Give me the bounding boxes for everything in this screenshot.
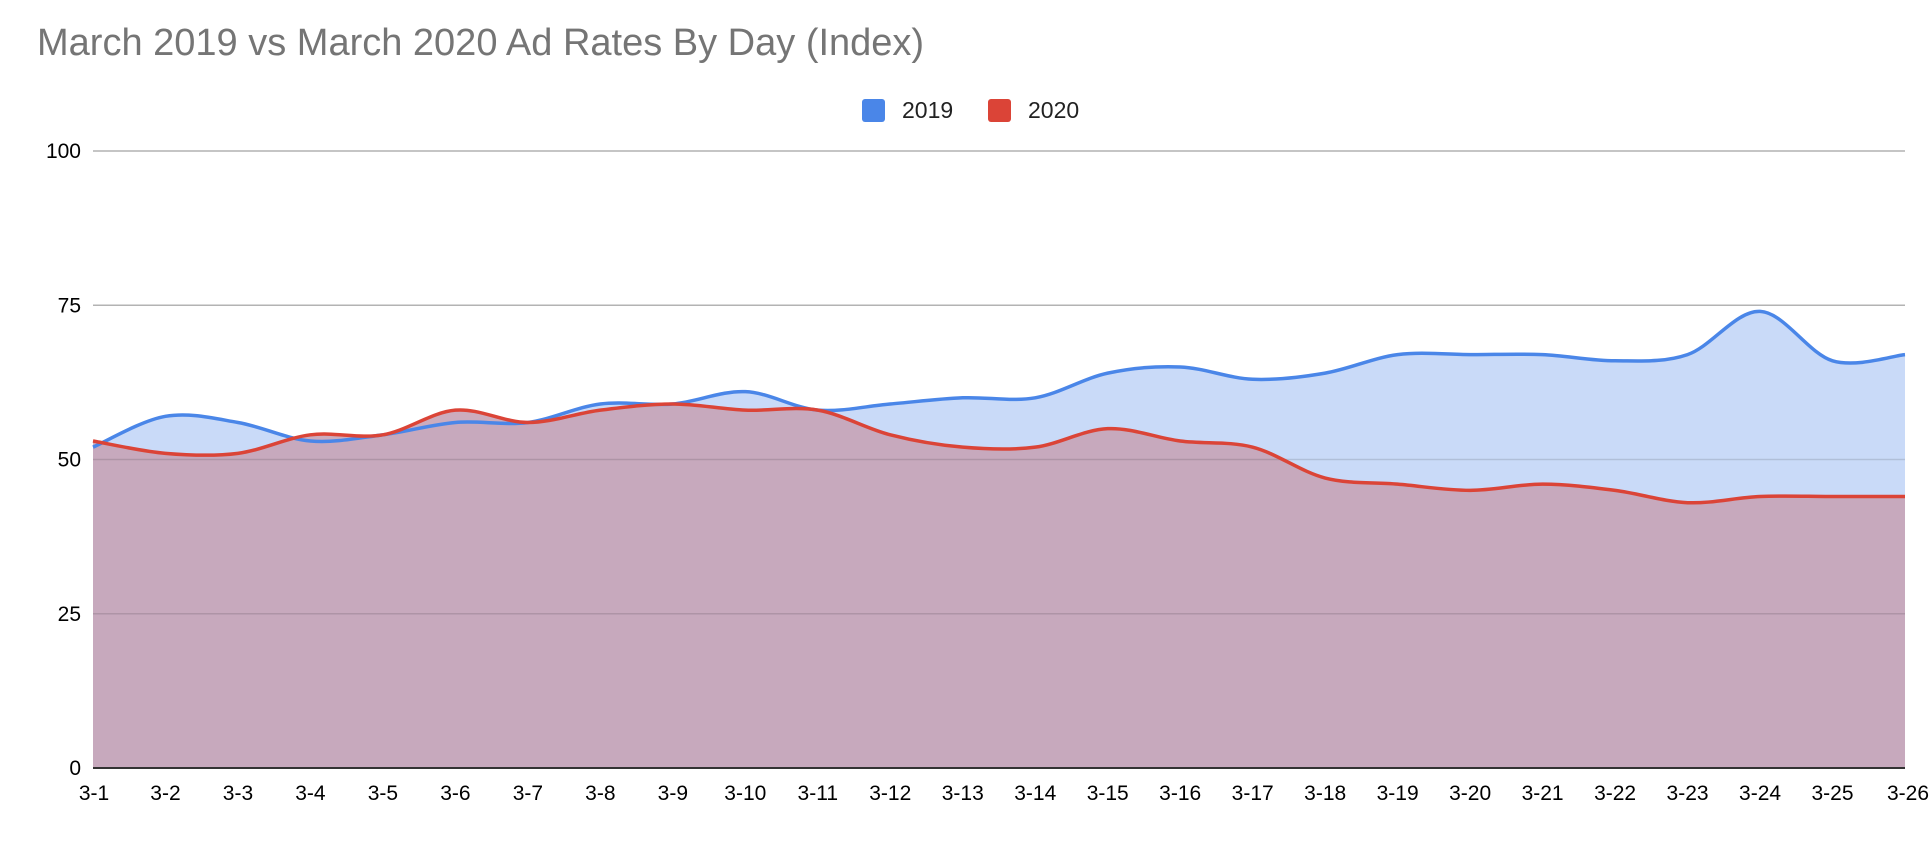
x-tick-label: 3-4 xyxy=(295,782,326,805)
legend-swatch-2019 xyxy=(862,99,885,122)
x-tick-label: 3-2 xyxy=(150,782,180,805)
line-series-2020 xyxy=(92,402,1905,505)
series-areas xyxy=(93,150,1905,768)
x-tick-label: 3-15 xyxy=(1087,782,1129,805)
series-lines xyxy=(92,309,1906,505)
x-axis-ticks: 3-1 3-2 3-3 3-4 3-5 3-6 3-7 3-8 3-9 3-10 3-11 3-12 3… xyxy=(79,782,1929,805)
legend-label-2019: 2019 xyxy=(902,97,953,123)
x-tick-label: 3-5 xyxy=(368,782,398,805)
legend-label-2020: 2020 xyxy=(1028,97,1079,123)
y-tick-label: 100 xyxy=(46,140,81,163)
x-tick-label: 3-24 xyxy=(1739,782,1781,805)
x-tick-label: 3-25 xyxy=(1812,782,1854,805)
x-tick-label: 3-17 xyxy=(1232,782,1274,805)
y-tick-label: 75 xyxy=(58,294,81,317)
area-series-2020 xyxy=(93,403,1905,768)
x-tick-label: 3-1 xyxy=(79,782,109,805)
x-tick-label: 3-10 xyxy=(724,782,766,805)
y-axis-ticks: 0 25 50 75 100 xyxy=(46,140,81,780)
y-tick-label: 50 xyxy=(58,449,81,472)
x-tick-label: 3-12 xyxy=(869,782,911,805)
x-tick-label: 3-18 xyxy=(1304,782,1346,805)
x-tick-label: 3-20 xyxy=(1449,782,1491,805)
x-tick-label: 3-11 xyxy=(798,782,838,805)
x-tick-label: 3-7 xyxy=(513,782,543,805)
x-tick-label: 3-8 xyxy=(585,782,615,805)
x-tick-label: 3-14 xyxy=(1014,782,1056,805)
x-tick-label: 3-3 xyxy=(223,782,253,805)
x-tick-label: 3-21 xyxy=(1522,782,1564,805)
x-tick-label: 3-23 xyxy=(1667,782,1709,805)
chart-title: March 2019 vs March 2020 Ad Rates By Day… xyxy=(37,22,925,64)
x-tick-label: 3-13 xyxy=(942,782,984,805)
x-tick-label: 3-26 xyxy=(1887,782,1929,805)
y-tick-label: 25 xyxy=(58,603,81,626)
legend: 2019 2020 xyxy=(862,97,1079,123)
x-tick-label: 3-9 xyxy=(658,782,688,805)
x-tick-label: 3-19 xyxy=(1377,782,1419,805)
x-tick-label: 3-16 xyxy=(1159,782,1201,805)
y-tick-label: 0 xyxy=(69,757,81,780)
x-tick-label: 3-22 xyxy=(1594,782,1636,805)
legend-swatch-2020 xyxy=(988,99,1011,122)
x-tick-label: 3-6 xyxy=(440,782,470,805)
